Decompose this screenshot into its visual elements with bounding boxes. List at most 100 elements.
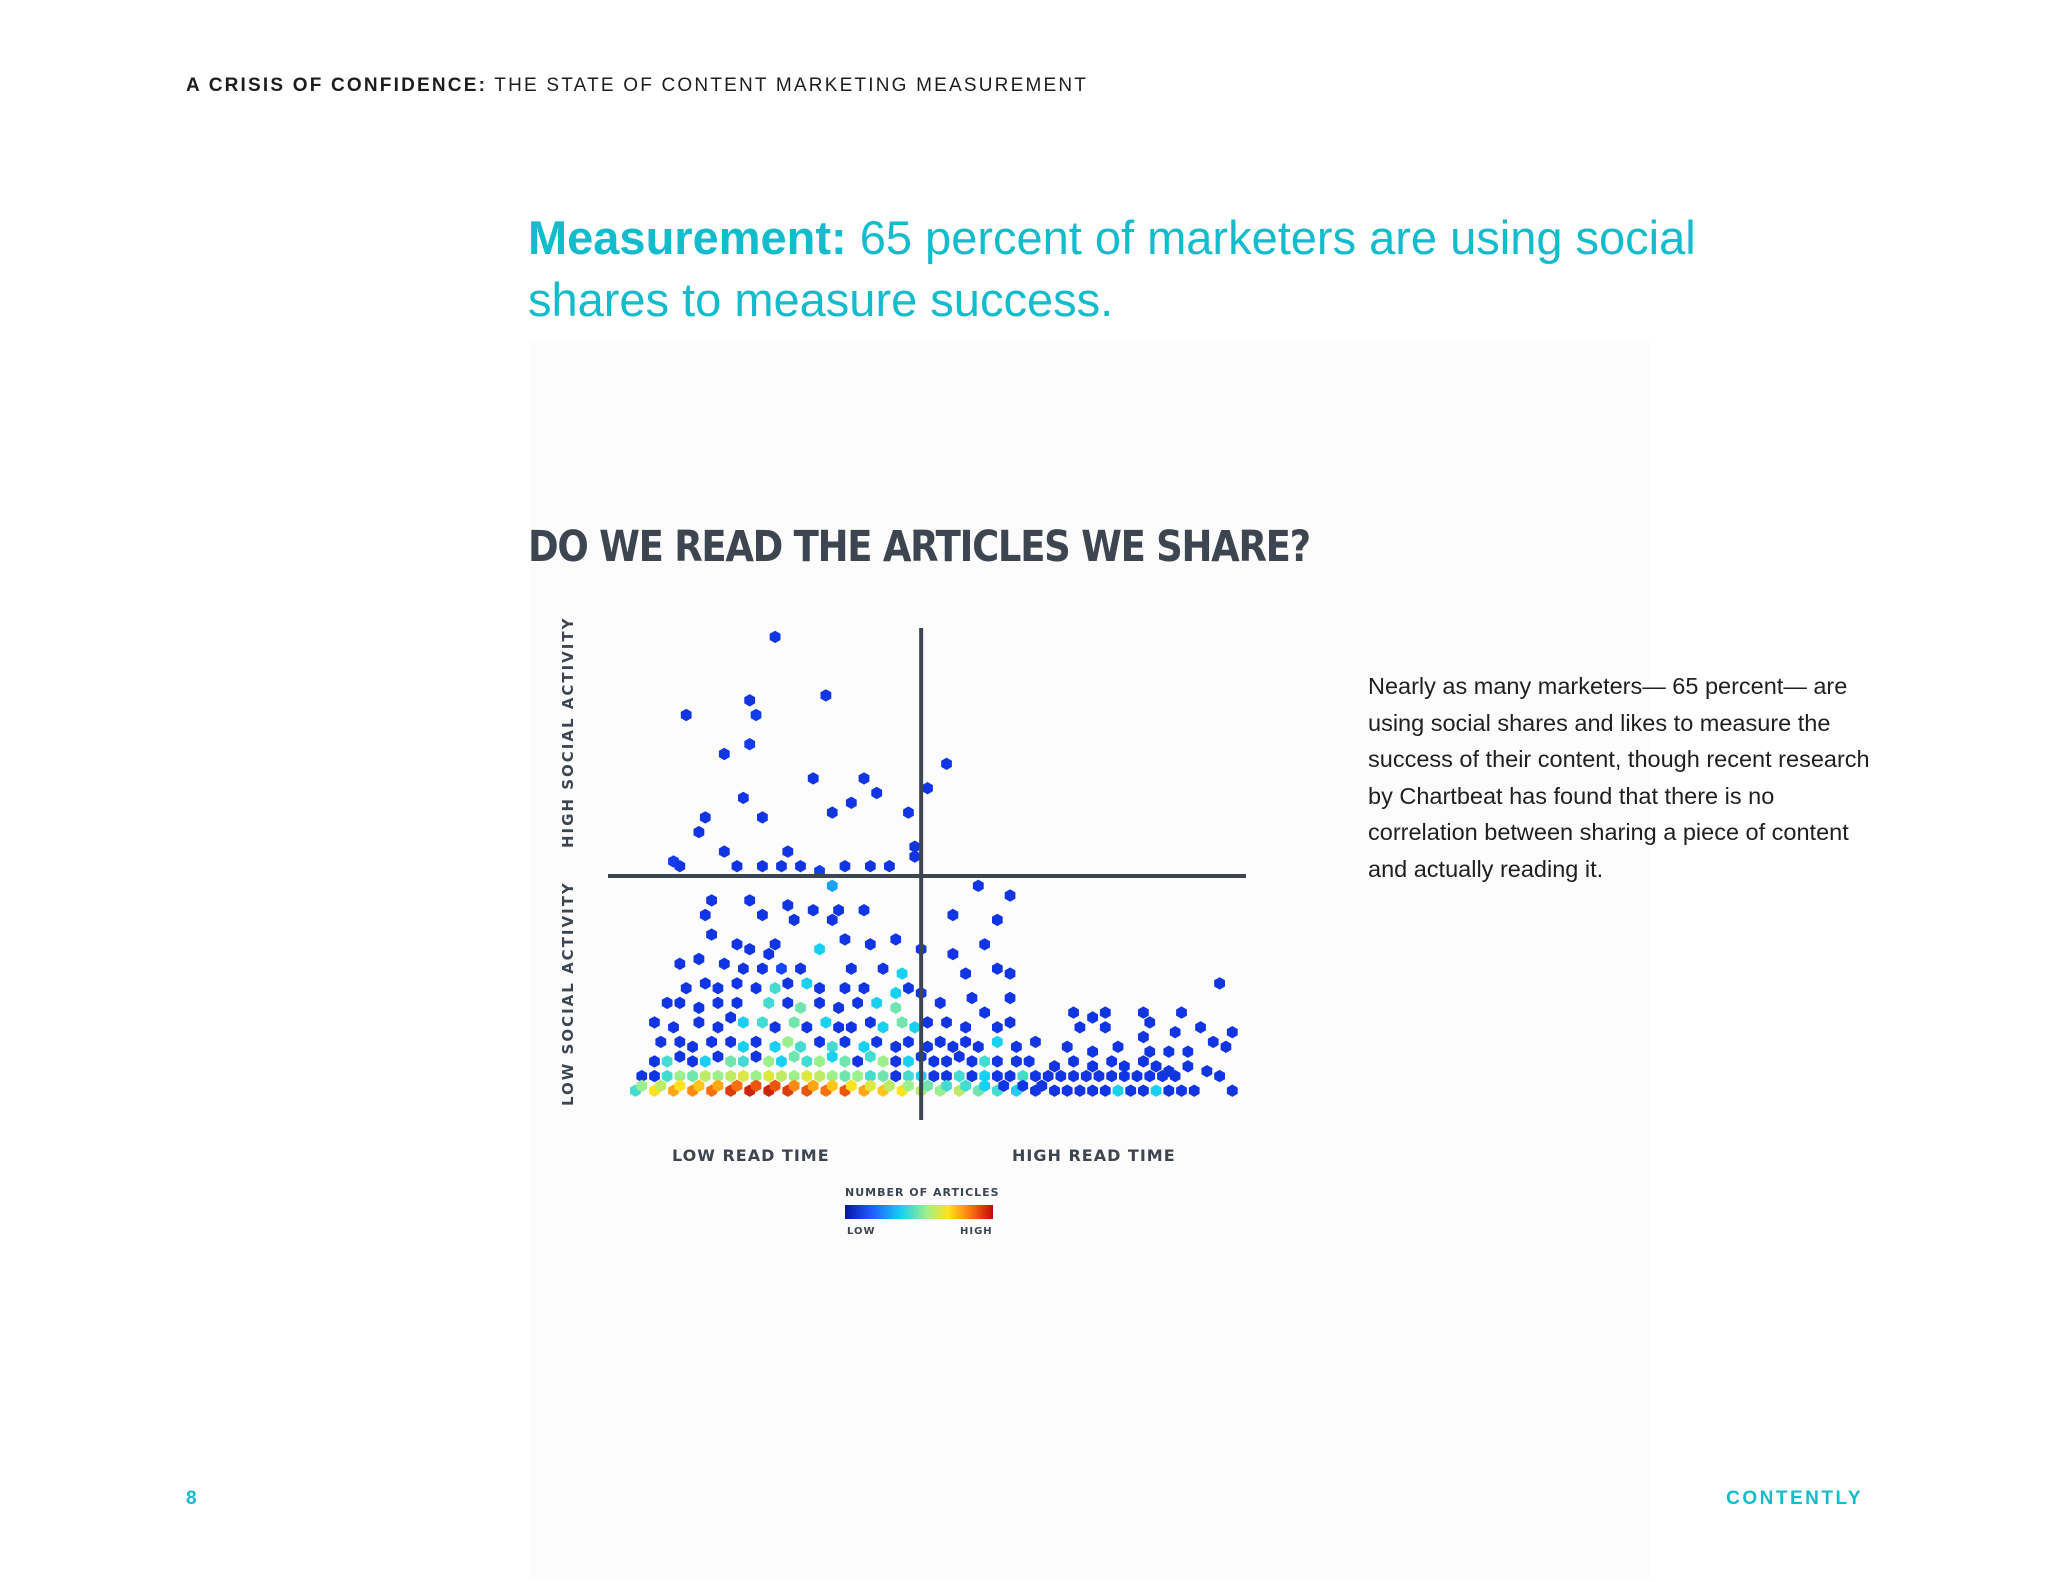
data-point — [826, 1079, 838, 1092]
legend-low-label: LOW — [847, 1226, 876, 1237]
data-point — [814, 996, 825, 1010]
data-point — [750, 708, 762, 722]
data-point — [941, 1055, 952, 1068]
data-point — [718, 957, 730, 970]
data-point — [1176, 1084, 1187, 1097]
data-point — [693, 825, 705, 839]
data-point — [674, 1079, 686, 1092]
chart: HIGH SOCIAL ACTIVITY LOW SOCIAL ACTIVITY… — [559, 617, 1246, 1165]
data-point — [731, 1079, 743, 1092]
data-point — [757, 860, 768, 873]
data-point — [712, 982, 724, 995]
data-point — [1004, 1069, 1016, 1083]
data-point — [750, 1035, 762, 1049]
data-point — [896, 967, 908, 980]
data-point — [769, 1040, 781, 1053]
data-point — [909, 840, 921, 853]
data-point — [890, 1001, 902, 1014]
brand-wordmark: CONTENTLY — [1726, 1488, 1863, 1509]
data-point — [801, 1021, 813, 1034]
data-point — [744, 894, 756, 907]
data-point — [826, 879, 838, 892]
data-point — [979, 938, 990, 951]
data-point — [960, 1035, 971, 1049]
data-point — [890, 1069, 902, 1083]
data-point — [1157, 1069, 1168, 1083]
data-point — [738, 1040, 749, 1053]
data-point — [1226, 1084, 1238, 1097]
data-point — [769, 1079, 781, 1092]
data-point — [769, 982, 781, 995]
data-point — [896, 1016, 908, 1029]
running-header: A CRISIS OF CONFIDENCE: THE STATE OF CON… — [186, 75, 1088, 97]
data-point — [903, 1035, 914, 1049]
data-point — [1106, 1069, 1117, 1083]
data-point — [795, 1001, 806, 1014]
data-point — [693, 952, 705, 966]
data-point — [871, 1035, 883, 1049]
data-point — [979, 1006, 990, 1019]
data-point — [966, 991, 978, 1005]
data-point — [877, 962, 889, 975]
data-point — [1093, 1069, 1105, 1083]
data-point — [941, 1069, 952, 1083]
data-point — [1049, 1060, 1060, 1073]
data-point — [814, 1069, 825, 1083]
data-point — [680, 708, 692, 722]
data-point — [960, 1079, 971, 1092]
data-point — [992, 913, 1003, 927]
data-point — [725, 1035, 736, 1049]
data-point — [858, 772, 870, 785]
data-point — [731, 860, 743, 873]
data-point — [826, 1069, 838, 1083]
data-point — [649, 1069, 660, 1083]
data-point — [890, 1055, 902, 1068]
data-point — [693, 1001, 705, 1014]
data-point — [1004, 1016, 1016, 1029]
data-point — [1068, 1069, 1079, 1083]
data-point — [1112, 1084, 1124, 1097]
data-point — [649, 1016, 660, 1029]
data-point — [884, 1079, 895, 1092]
data-point — [1182, 1045, 1194, 1058]
data-point — [820, 1016, 832, 1029]
headline-bold: Measurement: — [528, 211, 847, 264]
data-point — [826, 806, 838, 819]
legend-title: NUMBER OF ARTICLES — [845, 1186, 1000, 1199]
data-point — [807, 1079, 819, 1092]
data-point — [1163, 1045, 1175, 1058]
data-point — [871, 786, 883, 800]
data-point — [801, 977, 813, 990]
data-point — [750, 1079, 762, 1092]
data-point — [839, 1055, 851, 1068]
data-point — [801, 1055, 813, 1068]
figure-panel — [530, 340, 1650, 1580]
data-point — [890, 1040, 902, 1053]
headline-rest: 65 percent of marketers are using social… — [528, 211, 1696, 326]
data-point — [763, 947, 775, 961]
data-point — [1087, 1011, 1098, 1024]
data-point — [852, 996, 863, 1010]
data-point — [725, 1069, 736, 1083]
data-point — [814, 1055, 825, 1068]
data-point — [738, 1069, 749, 1083]
data-point — [826, 1050, 838, 1063]
data-point — [795, 962, 806, 975]
data-point — [979, 1079, 990, 1092]
data-point — [909, 850, 921, 863]
data-point — [757, 1016, 768, 1029]
data-point — [655, 1079, 667, 1092]
data-point — [699, 1055, 711, 1068]
data-point — [947, 1040, 959, 1053]
data-point — [731, 977, 743, 990]
data-point — [1004, 889, 1016, 902]
data-point — [1207, 1035, 1219, 1049]
data-point — [1176, 1006, 1187, 1019]
data-point — [852, 1055, 863, 1068]
data-point — [661, 1069, 673, 1083]
data-point — [744, 943, 756, 956]
data-point — [953, 1050, 965, 1063]
page-headline: Measurement: 65 percent of marketers are… — [528, 207, 1728, 331]
data-point — [903, 1055, 914, 1068]
data-point — [699, 977, 711, 990]
